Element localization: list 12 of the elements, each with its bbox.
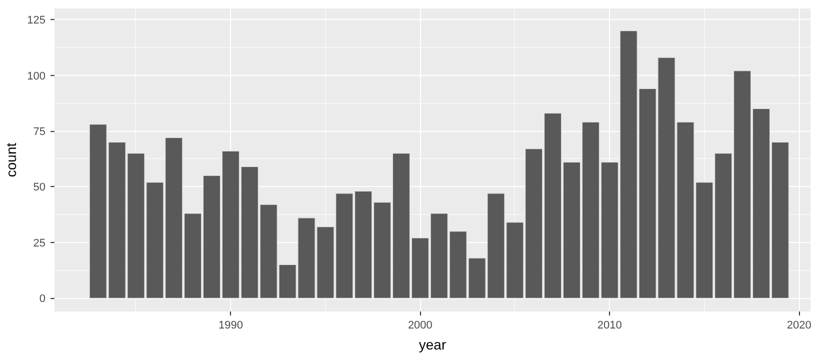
- x-tick-label: 2000: [408, 320, 432, 332]
- x-tick-label: 1990: [218, 320, 243, 332]
- y-axis-title: count: [3, 142, 20, 178]
- y-tick-label: 125: [27, 14, 46, 27]
- x-tick-label: 2020: [786, 320, 812, 332]
- x-tick-label: 2010: [597, 320, 622, 332]
- y-tick-label: 100: [27, 70, 46, 82]
- y-tick-label: 0: [39, 293, 46, 306]
- y-tick-label: 75: [33, 126, 46, 138]
- y-tick-label: 25: [33, 237, 46, 250]
- y-tick-label: 50: [33, 182, 46, 194]
- x-axis-title: year: [418, 336, 446, 352]
